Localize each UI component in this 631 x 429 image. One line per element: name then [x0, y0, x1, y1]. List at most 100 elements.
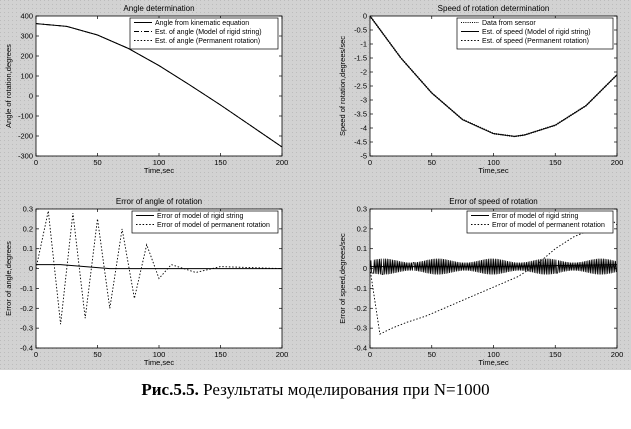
- y-tick-label: -4.5: [354, 138, 367, 147]
- y-tick-label: -3.5: [354, 110, 367, 119]
- x-tick-label: 0: [368, 350, 372, 359]
- x-tick-label: 200: [276, 158, 289, 167]
- x-axis-label: Time,sec: [144, 358, 174, 367]
- y-axis-label: Speed of rotation,degrees/sec: [338, 36, 347, 136]
- y-tick-label: 0.1: [23, 244, 33, 253]
- chart-title: Error of speed of rotation: [449, 197, 538, 206]
- legend: Angle from kinematic equation Est. of ang…: [129, 17, 279, 50]
- x-axis-label: Time,sec: [478, 166, 508, 175]
- y-tick-label: -5: [360, 152, 367, 161]
- legend-entry: Est. of speed (Model of rigid string): [482, 29, 591, 36]
- plot-lines: [370, 16, 617, 138]
- x-tick-label: 200: [276, 350, 289, 359]
- plot-lines: [36, 23, 282, 148]
- x-tick-label: 200: [611, 350, 624, 359]
- x-tick-label: 150: [549, 158, 562, 167]
- chart-panel-4: 0 50 100 150 200 0.3 0.2 0.1 0 -0.1 -0.2 -0.3 -0.4 Er…: [338, 197, 623, 367]
- figure: 0 50 100 150 2004003002001000-100-200-300Ang…: [0, 0, 631, 370]
- y-tick-label: 400: [20, 12, 33, 21]
- series-1-line: [36, 210, 282, 325]
- y-tick-label: -2.5: [354, 82, 367, 91]
- x-tick-label: 100: [487, 158, 500, 167]
- legend-box: [456, 17, 614, 50]
- y-tick-label: -0.2: [354, 304, 367, 313]
- y-tick-label: 0.3: [357, 205, 367, 214]
- x-tick-label: 50: [93, 350, 101, 359]
- y-tick-label: 0: [363, 264, 367, 273]
- plot-lines: [36, 210, 282, 325]
- chart-title: Angle determination: [123, 4, 194, 13]
- x-tick-label: 100: [487, 350, 500, 359]
- y-tick-label: -300: [18, 152, 33, 161]
- x-tick-label: 100: [153, 158, 166, 167]
- x-tick-label: 200: [611, 158, 624, 167]
- x-tick-label: 0: [368, 158, 372, 167]
- legend: Error of model of rigid string Error of m…: [131, 210, 279, 234]
- y-tick-label: 0: [29, 92, 33, 101]
- y-tick-label: -0.4: [20, 344, 33, 353]
- legend-entry: Est. of speed (Permanent rotation): [482, 38, 589, 45]
- legend-box: [466, 210, 614, 234]
- x-axis-label: Time,sec: [478, 358, 508, 367]
- y-tick-label: -2: [360, 68, 367, 77]
- y-tick-label: 0: [363, 12, 367, 21]
- series-0-line: [36, 264, 282, 270]
- series-2-line: [370, 16, 617, 137]
- chart-panel-3: 0 50 100 150 200 0.3 0.2 0.1 0 -0.1 -0.2 -0.3 -0.4 Er…: [4, 197, 288, 367]
- y-tick-label: 100: [20, 72, 33, 81]
- caption-text: Результаты моделирования при N=1000: [198, 380, 490, 399]
- y-axis-label: Angle of rotation,degrees: [4, 44, 13, 128]
- x-tick-label: 50: [428, 158, 436, 167]
- y-tick-label: 0.1: [357, 244, 367, 253]
- y-tick-label: -4: [360, 124, 367, 133]
- y-tick-label: 200: [20, 52, 33, 61]
- x-axis-label: Time,sec: [144, 166, 174, 175]
- x-tick-label: 50: [428, 350, 436, 359]
- y-tick-label: -0.3: [20, 324, 33, 333]
- y-tick-label: 0.2: [23, 224, 33, 233]
- x-tick-label: 150: [214, 158, 227, 167]
- y-tick-label: -1.5: [354, 54, 367, 63]
- y-tick-label: -0.1: [354, 284, 367, 293]
- chart-title: Speed of rotation determination: [438, 4, 550, 13]
- chart-panel-1: 0 50 100 150 200 400 300 200 100 0 -100 -200 -300 Ang…: [4, 4, 288, 175]
- legend-entry: Error of model of permanent rotation: [492, 222, 605, 229]
- y-tick-label: -100: [18, 112, 33, 121]
- y-tick-label: 0: [29, 264, 33, 273]
- legend-entry: Est. of angle (Model of rigid string): [155, 29, 262, 36]
- legend-entry: Error of model of rigid string: [157, 213, 243, 220]
- y-tick-label: 0.2: [357, 224, 367, 233]
- rigid-string-error-noise: [370, 258, 617, 275]
- y-tick-label: -0.5: [354, 26, 367, 35]
- y-tick-label: -0.4: [354, 344, 367, 353]
- x-tick-label: 0: [34, 350, 38, 359]
- y-tick-label: 0.3: [23, 205, 33, 214]
- legend: Error of model of rigid string Error of m…: [466, 210, 614, 234]
- y-tick-label: -1: [360, 40, 367, 49]
- y-axis-label: Error of angle,degrees: [4, 241, 13, 316]
- legend-box: [131, 210, 279, 234]
- legend-entry: Data from sensor: [482, 20, 536, 27]
- figure-caption: Рис.5.5. Результаты моделирования при N=…: [0, 380, 631, 400]
- series-1-line: [36, 23, 282, 148]
- legend-entry: Error of model of rigid string: [492, 213, 578, 220]
- legend-entry: Angle from kinematic equation: [155, 20, 249, 27]
- y-tick-label: -0.1: [20, 284, 33, 293]
- x-tick-label: 100: [153, 350, 166, 359]
- x-tick-label: 150: [549, 350, 562, 359]
- x-tick-label: 150: [214, 350, 227, 359]
- y-axis-label: Error of speed,degrees/sec: [338, 233, 347, 324]
- y-tick-label: -0.2: [20, 304, 33, 313]
- caption-prefix: Рис.5.5.: [141, 380, 199, 399]
- legend-entry: Error of model of permanent rotation: [157, 222, 270, 229]
- legend-entry: Est. of angle (Permanent rotation): [155, 38, 260, 45]
- x-tick-label: 50: [93, 158, 101, 167]
- chart-title: Error of angle of rotation: [116, 197, 202, 206]
- legend: Data from sensor Est. of speed (Model of …: [456, 17, 614, 50]
- x-tick-label: 0: [34, 158, 38, 167]
- y-tick-label: -0.3: [354, 324, 367, 333]
- y-tick-label: 300: [20, 32, 33, 41]
- legend-box: [129, 17, 279, 50]
- chart-panel-2: 0 50 100 150 200 0 -0.5 -1 -1.5 -2 -2.5 -3 -3.5 -4 -4.…: [338, 4, 623, 175]
- y-tick-label: -3: [360, 96, 367, 105]
